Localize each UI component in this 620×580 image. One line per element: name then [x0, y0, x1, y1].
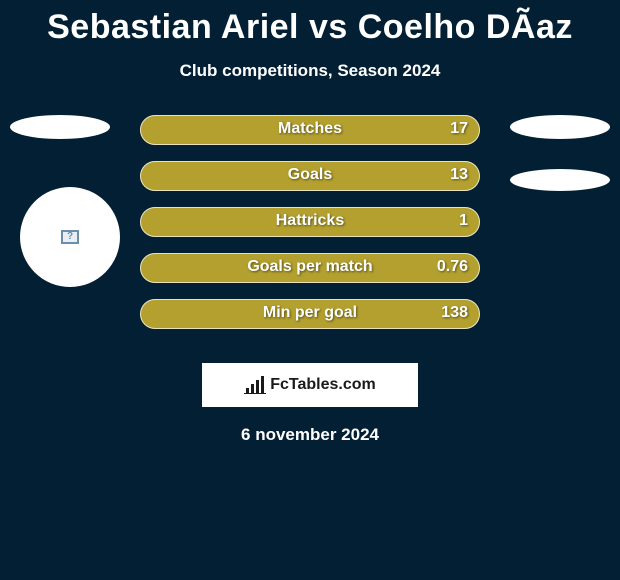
stat-label: Goals per match	[140, 258, 480, 276]
placeholder-image-icon	[61, 230, 79, 244]
stat-value: 138	[441, 304, 468, 322]
page-title: Sebastian Ariel vs Coelho DÃ­az	[0, 0, 620, 47]
player-right-badge-ellipse-1	[510, 115, 610, 139]
bar-chart-icon	[244, 376, 266, 394]
player-right-badge-ellipse-2	[510, 169, 610, 191]
footer-date: 6 november 2024	[0, 425, 620, 445]
player-left-badge-circle	[20, 187, 120, 287]
source-logo: FcTables.com	[202, 363, 418, 407]
logo-inner: FcTables.com	[244, 376, 376, 394]
stats-content: Matches17 Goals13 Hattricks1 Goals per matc…	[0, 115, 620, 355]
stat-label: Goals	[140, 166, 480, 184]
stat-value: 0.76	[437, 258, 468, 276]
stat-bars: Matches17 Goals13 Hattricks1 Goals per matc…	[140, 115, 480, 345]
stat-row: Min per goal138	[140, 299, 480, 329]
stat-label: Min per goal	[140, 304, 480, 322]
logo-text: FcTables.com	[270, 376, 376, 394]
comparison-infographic: Sebastian Ariel vs Coelho DÃ­az Club com…	[0, 0, 620, 580]
stat-row: Hattricks1	[140, 207, 480, 237]
stat-value: 1	[459, 212, 468, 230]
stat-row: Goals13	[140, 161, 480, 191]
player-left-badge-ellipse	[10, 115, 110, 139]
stat-value: 17	[450, 120, 468, 138]
stat-label: Hattricks	[140, 212, 480, 230]
stat-row: Matches17	[140, 115, 480, 145]
stat-label: Matches	[140, 120, 480, 138]
stat-value: 13	[450, 166, 468, 184]
stat-row: Goals per match0.76	[140, 253, 480, 283]
page-subtitle: Club competitions, Season 2024	[0, 61, 620, 81]
